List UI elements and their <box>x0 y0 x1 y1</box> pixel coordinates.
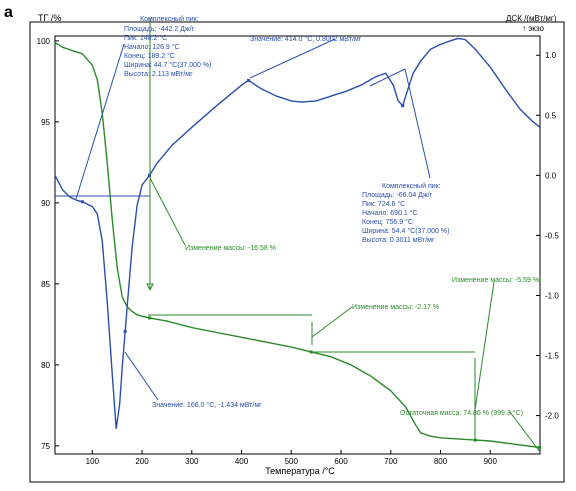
y-left-tick-label: 90 <box>41 199 50 208</box>
x-tick-label: 600 <box>334 457 348 466</box>
y-right-tick-label: -1.0 <box>545 291 559 300</box>
dsc-peak1-line-0: Комплексный пик: <box>140 15 199 23</box>
dsc-peak2-line-0: Комплексный пик: <box>382 182 441 190</box>
residual-mass: Остаточная масса: 74.86 % (999.3 °C) <box>400 409 523 417</box>
dsc-peak1-line-6: Высота: 2.113 мВт/мг <box>124 71 193 78</box>
dsc-peak2-line-6: Высота: 0.3011 мВт/мг <box>362 237 435 244</box>
x-tick-label: 900 <box>484 457 498 466</box>
x-tick-label: 100 <box>86 457 100 466</box>
plot-frame <box>54 35 541 455</box>
y-left-tick-label: 100 <box>37 37 51 46</box>
y-right-tick-label: 1.0 <box>545 51 557 60</box>
annotation-guides <box>55 18 541 453</box>
dsc-peak1-line-3: Начало: 126.9 °C <box>124 43 180 51</box>
x-axis-label: Температура /°C <box>265 466 335 476</box>
tg-marker <box>309 350 313 354</box>
figure-frame <box>29 21 565 483</box>
mass-change-2: Изменение массы: -2.17 % <box>352 304 439 311</box>
y-right-tick-label: -0.5 <box>545 231 559 240</box>
dsc-curve <box>54 37 541 429</box>
dsc-peak1-line-2: Пик: 148.2 °C <box>124 34 167 42</box>
y-left-tick-label: 80 <box>41 361 50 370</box>
dsc-marker <box>123 329 127 333</box>
dsc-peak1-line-1: Площадь: -442.2 Дж/г <box>124 26 195 33</box>
x-tick-label: 400 <box>235 457 249 466</box>
y-right-axis-sublabel: ↑ экзо <box>522 24 544 33</box>
y-left-axis-label: ТГ /% <box>38 13 61 23</box>
dsc-peak2-line-5: Ширина: 54.4 °C(37.000 %) <box>362 227 449 235</box>
y-left-tick-label: 95 <box>41 118 50 127</box>
y-right-tick-label: -1.5 <box>545 352 559 361</box>
y-left-tick-label: 75 <box>41 442 50 451</box>
dsc-peak2-line-1: Площадь: -66.04 Дж/г <box>362 192 433 199</box>
x-tick-label: 500 <box>285 457 299 466</box>
mass-change-1: Изменение массы: -16.58 % <box>185 245 276 252</box>
dsc-marker <box>80 200 84 204</box>
x-tick-label: 700 <box>384 457 398 466</box>
x-tick-label: 800 <box>434 457 448 466</box>
dsc-marker <box>401 104 405 108</box>
y-right-axis-label: ДСК /(мВт/мг) <box>506 14 557 23</box>
dsc-value-bottom: Значение: 166.0 °C, -1.434 мВт/мг <box>152 401 262 409</box>
x-tick-label: 300 <box>185 457 199 466</box>
tg-marker <box>148 316 152 320</box>
dsc-peak2-line-2: Пик: 724.6 °C <box>362 200 405 208</box>
panel-label: a <box>4 4 13 21</box>
tg-marker <box>538 445 542 449</box>
tg-curve <box>54 41 541 449</box>
dsc-peak2-line-3: Начало: 690.1 °C <box>362 209 418 217</box>
dsc-peak1-line-4: Конец: 189.2 °C <box>124 52 175 60</box>
mass-change-3: Изменение массы: -5.59 % <box>452 277 539 284</box>
y-right-tick-label: 0.5 <box>545 111 557 120</box>
dsc-value-top: Значение: 414.0 °C, 0.8002 мВт/мг <box>250 35 362 43</box>
x-tick-label: 200 <box>135 457 149 466</box>
dsc-peak2-line-4: Конец: 756.9 °C <box>362 218 413 226</box>
y-right-tick-label: 0.0 <box>545 171 557 180</box>
dsc-peak1-line-5: Ширина: 44.7 °C(37.000 %) <box>124 61 211 69</box>
y-left-tick-label: 85 <box>41 280 50 289</box>
tg-marker <box>473 438 477 442</box>
y-right-tick-label: -2.0 <box>545 412 559 421</box>
dsc-marker <box>247 78 251 82</box>
